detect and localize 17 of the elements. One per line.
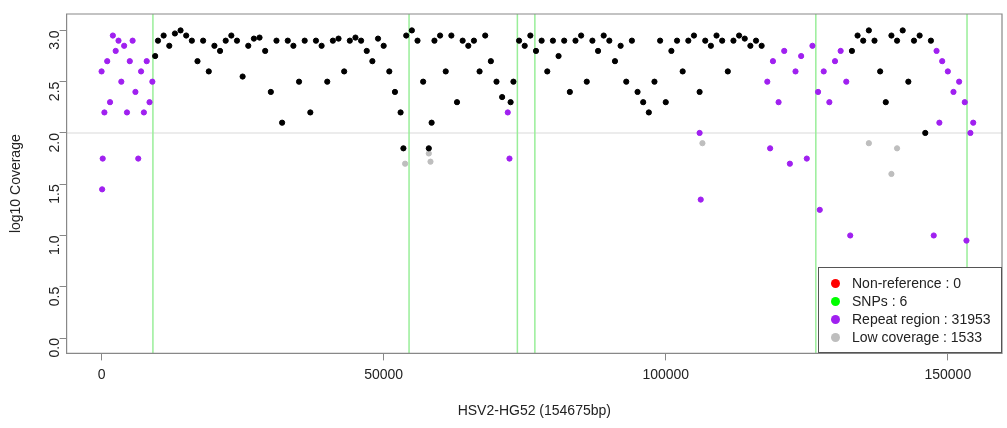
y-tick-label: 0.0 bbox=[46, 337, 63, 358]
y-tick-label: 3.0 bbox=[46, 30, 63, 50]
y-tick-label: 1.5 bbox=[46, 184, 63, 204]
y-tick-label: 2.5 bbox=[46, 81, 63, 102]
x-tick-label: 100000 bbox=[642, 365, 690, 382]
x-axis-title: HSV2-HG52 (154675bp) bbox=[457, 402, 611, 419]
legend-label: Low coverage : 1533 bbox=[852, 328, 982, 347]
x-tick-label: 50000 bbox=[364, 365, 404, 382]
x-tick-label: 0 bbox=[97, 365, 106, 382]
y-axis-title: log10 Coverage bbox=[7, 134, 24, 234]
legend-label: Non-reference : 0 bbox=[852, 274, 961, 293]
y-tick-label: 1.0 bbox=[46, 235, 63, 255]
legend-label: SNPs : 6 bbox=[852, 292, 908, 311]
y-tick-label: 0.5 bbox=[46, 286, 63, 307]
legend-label: Repeat region : 31953 bbox=[852, 310, 991, 329]
y-tick-label: 2.0 bbox=[46, 132, 63, 153]
x-tick-label: 150000 bbox=[924, 365, 972, 382]
